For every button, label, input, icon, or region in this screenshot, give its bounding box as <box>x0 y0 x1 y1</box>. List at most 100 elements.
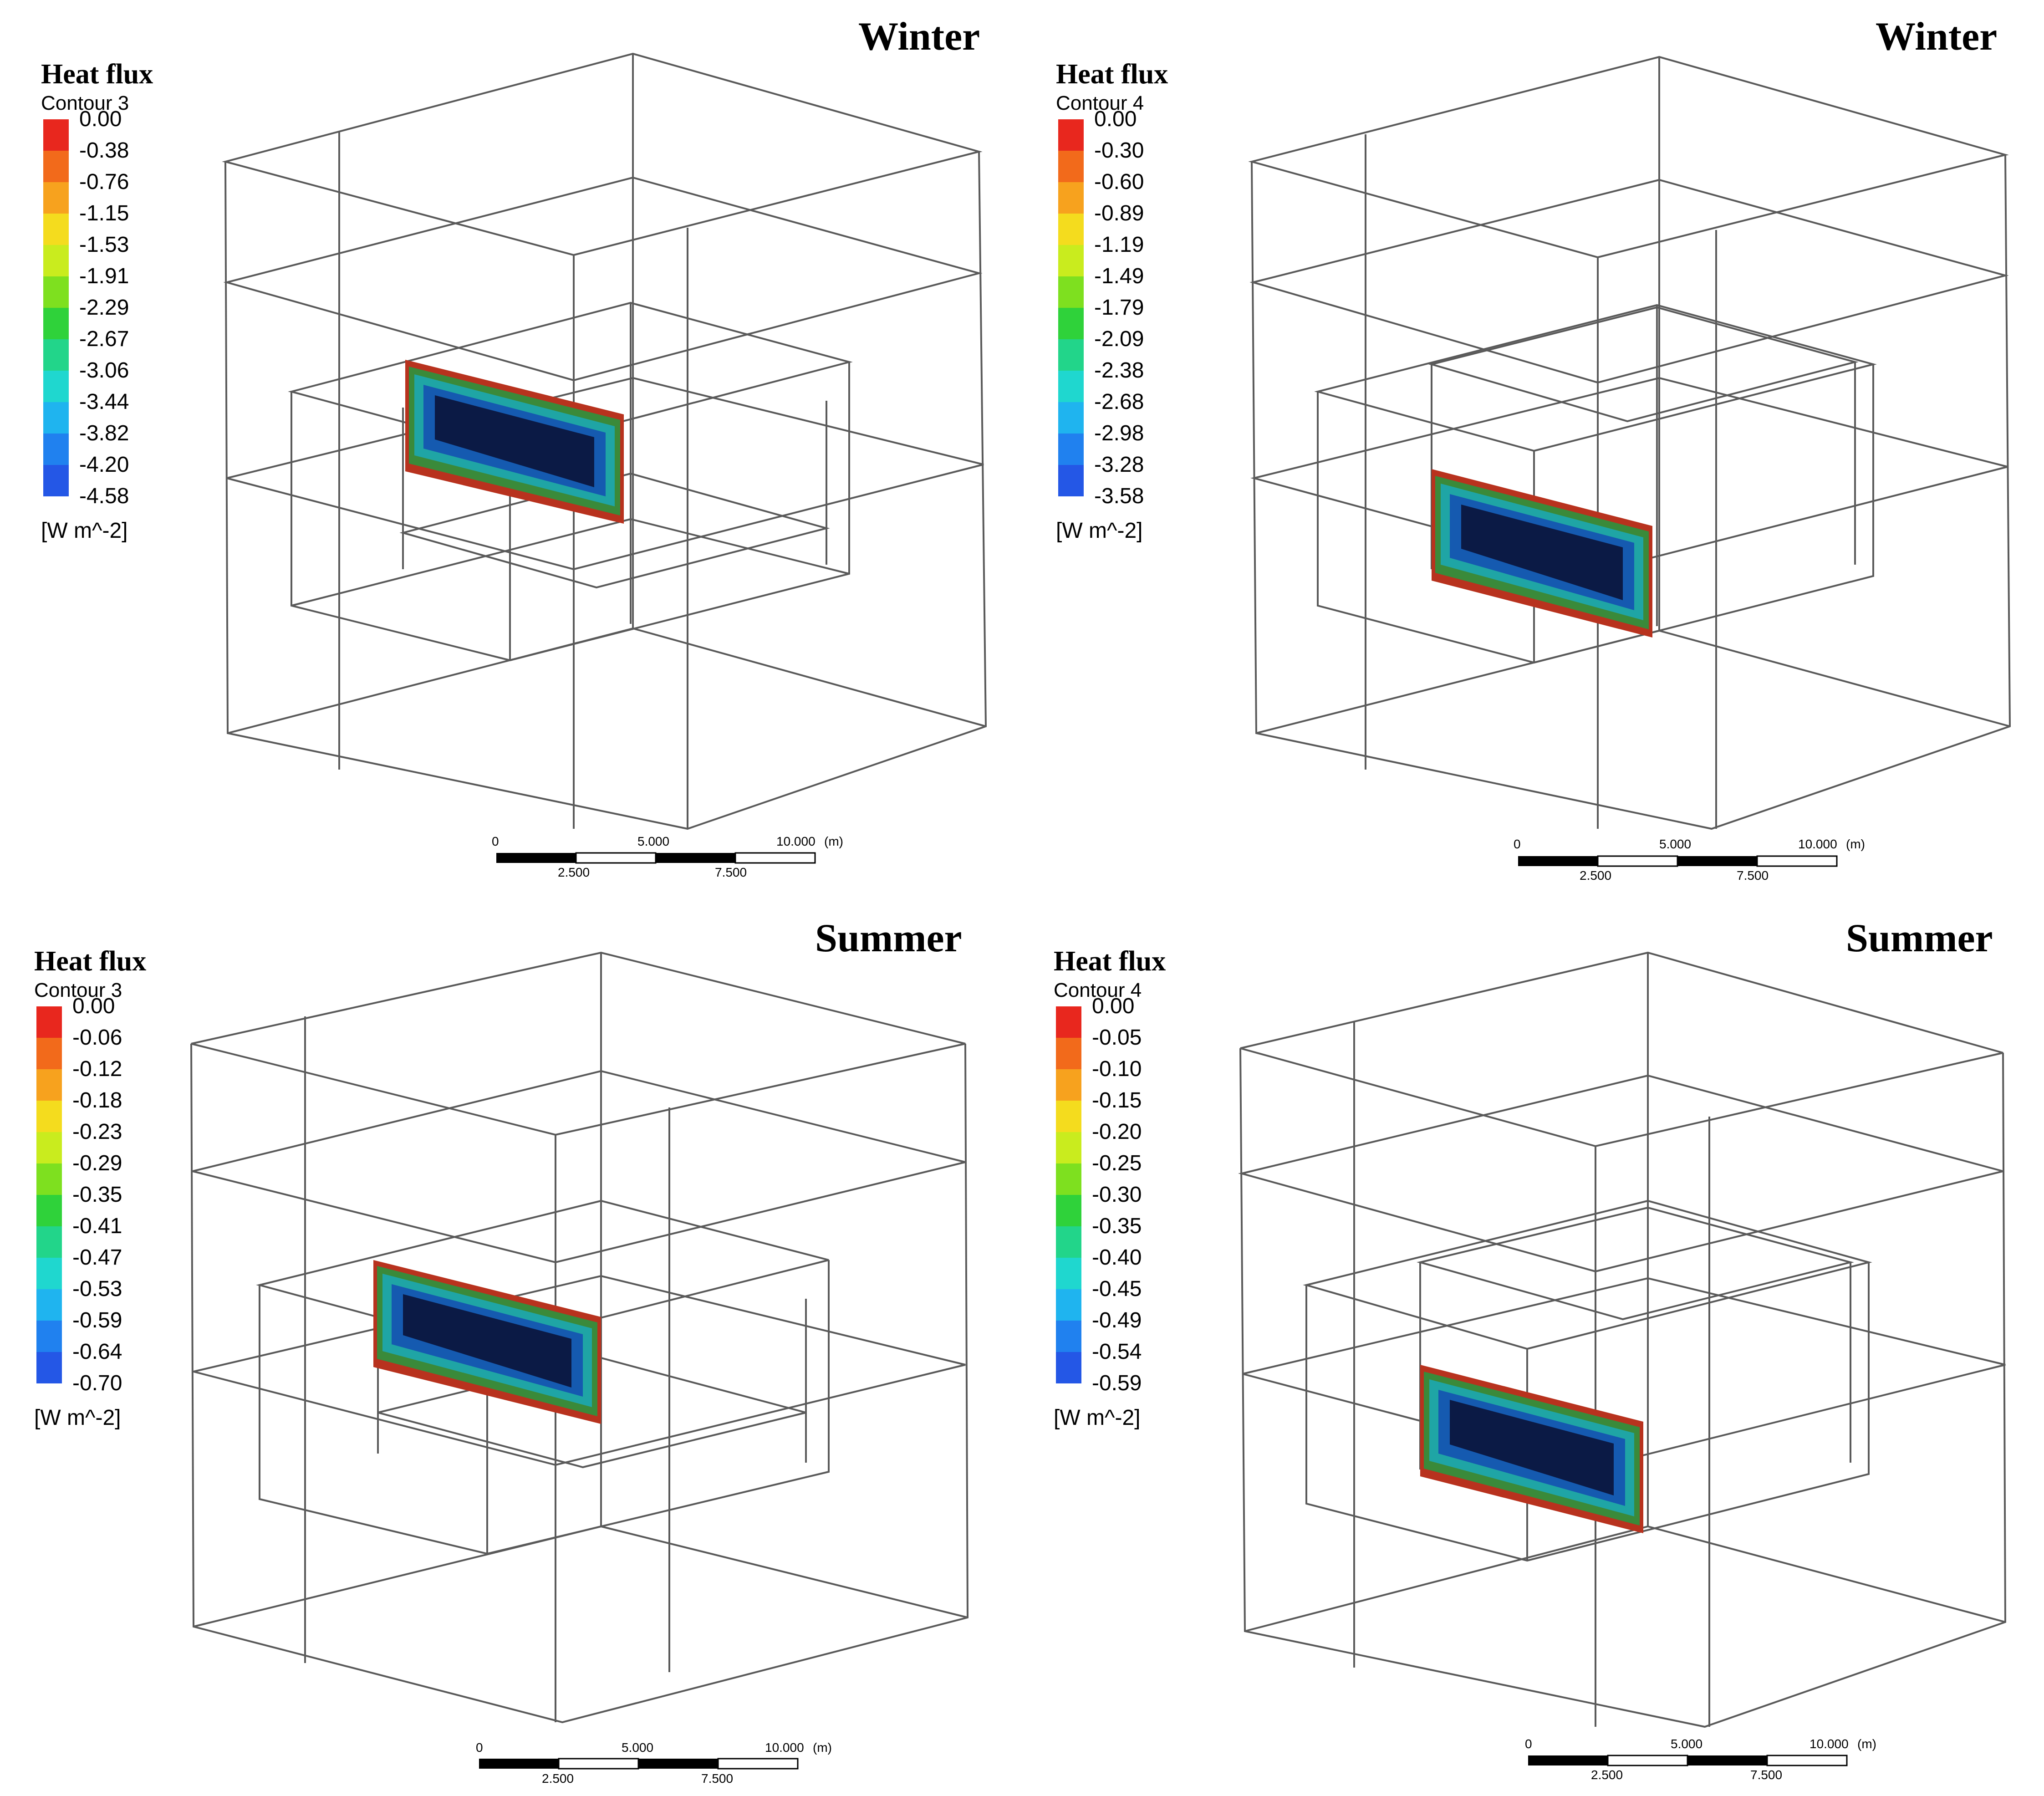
color-bar-segment <box>1058 402 1084 434</box>
scale-label-7500: 7.500 <box>1737 868 1769 883</box>
color-bar-segment <box>36 1352 62 1383</box>
legend-tick-label: -1.79 <box>1094 296 1144 320</box>
color-bar-segment <box>1058 214 1084 245</box>
legend-tick-label: -4.20 <box>79 453 129 477</box>
color-bar-segment <box>1058 119 1084 151</box>
color-bar-segment <box>1056 1163 1081 1195</box>
legend-tick-label: -0.25 <box>1092 1151 1142 1175</box>
color-bar-segment <box>36 1006 62 1038</box>
legend-tick-label: -0.38 <box>79 138 129 163</box>
color-bar-segment <box>36 1289 62 1321</box>
color-bar-segment <box>36 1163 62 1195</box>
legend-tick-label: -0.35 <box>1092 1214 1142 1238</box>
color-bar-segment <box>43 339 69 371</box>
color-bar-segment <box>1056 1321 1081 1352</box>
color-bar-segment <box>43 402 69 434</box>
color-bar-segment <box>1056 1101 1081 1133</box>
wireframe-model <box>222 52 987 864</box>
legend-tick-label: -0.76 <box>79 170 129 194</box>
scale-label-0: 0 <box>492 834 499 848</box>
color-bar-segment <box>43 245 69 277</box>
legend-tick-label: -3.28 <box>1094 453 1144 477</box>
color-bar-segment <box>1056 1132 1081 1164</box>
color-bar-segment <box>1056 1195 1081 1227</box>
legend-tick-label: -1.49 <box>1094 264 1144 288</box>
scale-label-10000: 10.000 <box>765 1740 804 1755</box>
legend-unit: [W m^-2] <box>41 519 128 543</box>
color-bar-segment <box>1058 339 1084 371</box>
legend-contour-label: Contour 3 <box>41 92 129 114</box>
legend-tick-label: 0.00 <box>1092 994 1135 1018</box>
scale-bar <box>1528 1755 1848 1766</box>
legend-tick-label: -0.23 <box>72 1120 122 1144</box>
color-bar <box>43 119 69 496</box>
legend-tick-label: 0.00 <box>72 994 115 1018</box>
legend-tick-label: -0.49 <box>1092 1308 1142 1332</box>
legend-tick-label: -0.18 <box>72 1088 122 1112</box>
legend-tick-label: -0.20 <box>1092 1120 1142 1144</box>
wireframe-model <box>1248 56 2011 867</box>
season-title: Winter <box>1876 15 1998 59</box>
wireframe-model <box>190 951 969 1770</box>
scale-bar <box>479 1758 799 1770</box>
scale-label-unit: (m) <box>1846 837 1865 851</box>
scale-label-unit: (m) <box>1857 1737 1876 1751</box>
legend-tick-label: 0.00 <box>79 107 122 131</box>
color-bar-segment <box>1056 1006 1081 1038</box>
scale-label-7500: 7.500 <box>715 865 747 879</box>
legend-tick-label: -3.82 <box>79 421 129 445</box>
panel-winter-contour3: Winter Heat flux Contour 3 0.00 -0.38 -0.7… <box>0 0 1022 898</box>
legend-title: Heat flux <box>1056 59 1168 90</box>
scale-label-2500: 2.500 <box>558 865 590 879</box>
legend-contour-label: Contour 4 <box>1054 979 1142 1001</box>
legend-tick-label: -0.29 <box>72 1151 122 1175</box>
scale-label-2500: 2.500 <box>1591 1768 1623 1782</box>
scale-label-7500: 7.500 <box>701 1771 734 1786</box>
legend-tick-label: -0.06 <box>72 1026 122 1050</box>
color-bar-segment <box>36 1195 62 1227</box>
season-title: Summer <box>815 916 962 960</box>
color-bar-segment <box>36 1038 62 1070</box>
legend-title: Heat flux <box>41 59 153 90</box>
scale-label-unit: (m) <box>824 834 843 848</box>
legend-tick-label: -2.29 <box>79 296 129 320</box>
legend-tick-label: -0.53 <box>72 1277 122 1301</box>
color-bar-segment <box>1058 308 1084 340</box>
legend-tick-label: -2.98 <box>1094 421 1144 445</box>
color-bar-segment <box>36 1258 62 1290</box>
legend-tick-label: -0.70 <box>72 1371 122 1395</box>
legend-tick-label: -0.59 <box>1092 1371 1142 1395</box>
legend-tick-label: -0.15 <box>1092 1088 1142 1112</box>
legend-tick-label: -1.53 <box>79 233 129 257</box>
legend-tick-label: -1.91 <box>79 264 129 288</box>
color-bar-segment <box>1056 1038 1081 1070</box>
legend-tick-label: -2.09 <box>1094 327 1144 351</box>
color-bar-segment <box>43 308 69 340</box>
legend-tick-label: -0.30 <box>1094 138 1144 163</box>
legend-tick-label: -0.54 <box>1092 1340 1142 1364</box>
legend-tick-label: -2.67 <box>79 327 129 351</box>
legend-tick-label: -0.30 <box>1092 1183 1142 1207</box>
scale-label-5000: 5.000 <box>1671 1737 1703 1751</box>
color-bar-segment <box>43 434 69 465</box>
color-bar-segment <box>36 1132 62 1164</box>
color-bar-segment <box>1058 276 1084 308</box>
scale-label-10000: 10.000 <box>1810 1737 1849 1751</box>
panel-summer-contour4: Summer Heat flux Contour 4 0.00 -0.05 -0.1… <box>1022 898 2044 1796</box>
legend-unit: [W m^-2] <box>1056 519 1143 543</box>
color-bar-segment <box>1058 434 1084 465</box>
legend-tick-label: -4.58 <box>79 484 129 508</box>
legend-contour-label: Contour 4 <box>1056 92 1144 114</box>
legend-tick-label: -2.38 <box>1094 358 1144 383</box>
legend-tick-label: -3.44 <box>79 390 129 414</box>
color-bar-segment <box>36 1226 62 1258</box>
season-title: Summer <box>1846 916 1993 960</box>
panel-winter-contour4: Winter Heat flux Contour 4 0.00 -0.30 -0.6… <box>1022 0 2044 898</box>
scale-bar <box>496 852 816 864</box>
legend-tick-label: -0.60 <box>1094 170 1144 194</box>
color-bar <box>1058 119 1084 496</box>
scale-label-0: 0 <box>1514 837 1521 851</box>
color-bar-segment <box>36 1321 62 1352</box>
color-bar-segment <box>43 276 69 308</box>
scale-bar <box>1518 855 1838 867</box>
